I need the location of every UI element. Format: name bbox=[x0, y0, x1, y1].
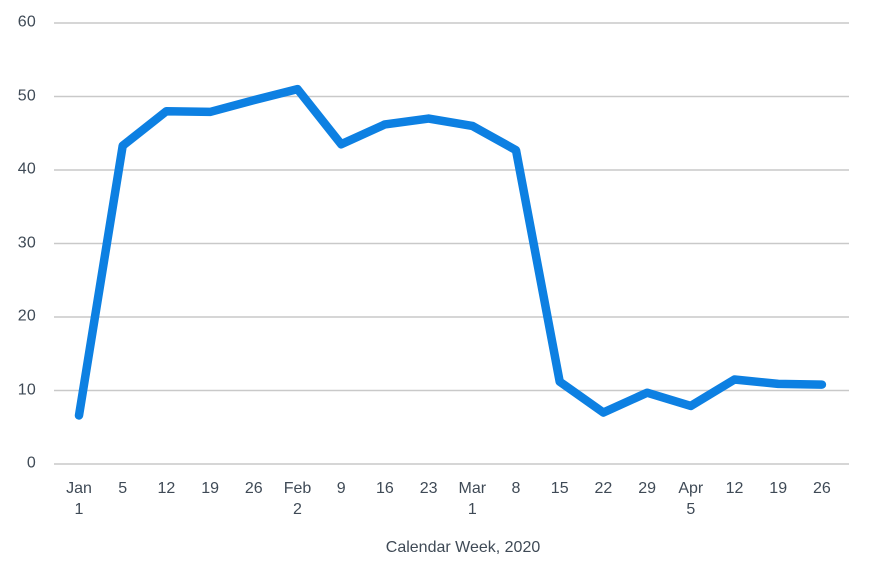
x-axis-tick-label: 19 bbox=[769, 480, 788, 497]
x-axis-title: Calendar Week, 2020 bbox=[385, 539, 541, 556]
x-axis-tick-label: 26 bbox=[812, 480, 831, 497]
x-axis-tick-label: 9 bbox=[336, 480, 346, 497]
x-axis-tick-label: 29 bbox=[638, 480, 656, 497]
x-axis-tick-label: Mar 1 bbox=[458, 480, 487, 518]
y-axis-tick-label: 0 bbox=[26, 454, 36, 472]
x-axis-tick-label: 19 bbox=[201, 480, 219, 497]
y-axis-tick-label: 10 bbox=[17, 381, 36, 399]
x-axis-tick-label: 12 bbox=[157, 480, 176, 497]
y-axis-tick-label: 40 bbox=[17, 160, 36, 178]
x-axis-tick-label: 5 bbox=[118, 480, 128, 497]
x-axis-tick-label: 22 bbox=[594, 480, 613, 497]
x-axis-tick-label: 8 bbox=[511, 480, 521, 497]
x-axis-tick-label: Feb 2 bbox=[283, 480, 312, 518]
x-axis-tick-label: Apr 5 bbox=[678, 480, 704, 518]
y-axis-tick-label: 30 bbox=[17, 234, 36, 252]
x-axis-tick-label: 16 bbox=[375, 480, 394, 497]
y-axis-tick-label: 20 bbox=[17, 307, 36, 325]
y-axis-tick-label: 50 bbox=[17, 87, 36, 105]
x-axis-tick-label: 15 bbox=[550, 480, 569, 497]
x-axis-tick-label: Jan 1 bbox=[66, 480, 92, 518]
x-axis-tick-label: 23 bbox=[419, 480, 438, 497]
trend-line bbox=[74, 84, 827, 420]
x-axis-tick-label: 26 bbox=[244, 480, 263, 497]
x-axis-tick-label: 12 bbox=[725, 480, 744, 497]
y-axis-tick-label: 60 bbox=[17, 13, 36, 31]
